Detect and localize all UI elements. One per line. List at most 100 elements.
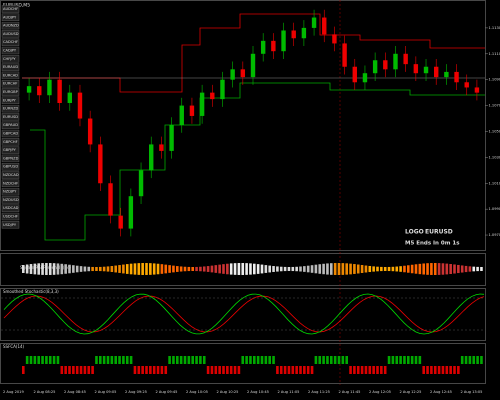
- symbol-button[interactable]: [1, 38, 20, 46]
- symbol-label[interactable]: CADCHF: [3, 40, 18, 44]
- symbol-label[interactable]: USDJPY: [3, 223, 17, 227]
- price-label: 1.1070: [489, 104, 500, 108]
- indicator-label: SSFCA(14): [3, 344, 25, 349]
- symbol-button[interactable]: [1, 71, 20, 80]
- symbol-button[interactable]: [1, 212, 20, 221]
- rsi-bar: [287, 266, 291, 272]
- ssfca-bar: [306, 366, 310, 374]
- symbol-button[interactable]: [1, 171, 20, 179]
- ssfca-bar: [152, 366, 156, 374]
- symbol-label[interactable]: AUDCHF: [3, 7, 18, 11]
- rsi-bar: [72, 265, 75, 273]
- symbol-button[interactable]: [1, 79, 20, 88]
- rsi-bar: [368, 265, 372, 273]
- symbol-button[interactable]: [1, 196, 20, 204]
- symbol-label[interactable]: EURNZD: [3, 107, 19, 111]
- symbol-button[interactable]: [1, 121, 20, 129]
- symbol-button[interactable]: [1, 96, 20, 105]
- candle-body: [291, 30, 296, 39]
- symbol-label[interactable]: EURCAD: [3, 73, 18, 77]
- symbol-button[interactable]: [1, 88, 20, 96]
- symbol-button[interactable]: [1, 13, 20, 22]
- symbol-label[interactable]: EURGBP: [3, 90, 19, 94]
- symbol-button[interactable]: [1, 187, 20, 196]
- rsi-bar: [156, 263, 160, 275]
- rsi-bar: [25, 264, 29, 274]
- symbol-label[interactable]: NZDUSD: [3, 198, 19, 202]
- symbol-label[interactable]: CHFJPY: [3, 57, 16, 61]
- price-label: 1.1010: [489, 181, 500, 185]
- symbol-label[interactable]: EURCHF: [3, 82, 18, 86]
- rsi-bar: [95, 266, 98, 272]
- ssfca-bar: [237, 366, 241, 374]
- ssfca-bar: [295, 366, 298, 374]
- symbol-label[interactable]: NZDJPY: [3, 190, 17, 194]
- symbol-button[interactable]: [1, 63, 20, 71]
- ssfca-bar: [75, 366, 79, 374]
- candle-body: [149, 144, 154, 171]
- symbol-label[interactable]: EURJPY: [3, 98, 17, 102]
- rsi-bar: [199, 266, 202, 272]
- time-label: 2 Aug 10:45: [247, 390, 269, 394]
- rsi-bar: [52, 263, 56, 275]
- symbol-label[interactable]: CADJPY: [3, 49, 17, 53]
- rsi-bar: [445, 263, 449, 275]
- symbol-label[interactable]: AUDJPY: [3, 15, 17, 19]
- symbol-button[interactable]: [1, 113, 20, 121]
- ssfca-bar: [141, 366, 144, 374]
- rsi-bar: [191, 266, 194, 271]
- candle-body: [413, 64, 419, 74]
- symbol-button[interactable]: [1, 154, 20, 163]
- candle-body: [281, 30, 286, 52]
- symbol-button[interactable]: [1, 146, 20, 154]
- candle-body: [87, 118, 93, 145]
- symbol-button[interactable]: [1, 5, 20, 13]
- symbol-button[interactable]: [1, 204, 20, 212]
- symbol-label[interactable]: EURAUD: [3, 65, 18, 69]
- symbol-label[interactable]: GBPCAD: [3, 132, 18, 136]
- ssfca-bar: [476, 356, 479, 364]
- ssfca-bar: [472, 356, 476, 364]
- price-label: 1.1130: [489, 26, 500, 30]
- ssfca-bar: [149, 366, 152, 374]
- symbol-label[interactable]: EURUSD: [3, 115, 18, 119]
- symbol-label[interactable]: AUDUSD: [3, 32, 19, 36]
- ssfca-bar: [60, 366, 64, 374]
- symbol-label[interactable]: GBPCHF: [3, 140, 18, 144]
- symbol-label[interactable]: GBPUSD: [3, 165, 18, 169]
- symbol-button[interactable]: [1, 104, 20, 113]
- ssfca-bar: [387, 356, 391, 364]
- symbol-button[interactable]: [1, 30, 20, 38]
- symbol-label[interactable]: GBPJPY: [3, 148, 17, 152]
- symbol-button[interactable]: [1, 55, 20, 63]
- symbol-button[interactable]: [1, 129, 20, 138]
- indicator-label: Smoothed Stochastic(8,3,3): [3, 289, 59, 294]
- symbol-button[interactable]: [1, 162, 20, 171]
- ssfca-bar: [41, 356, 44, 364]
- ssfca-bar: [422, 366, 425, 374]
- symbol-label[interactable]: NZDCHF: [3, 181, 18, 185]
- price-label: 1.1050: [489, 129, 500, 133]
- time-label: 2 Aug 10:25: [217, 390, 239, 394]
- symbol-button[interactable]: [1, 21, 20, 30]
- symbol-label[interactable]: USDCHF: [3, 215, 18, 219]
- symbol-label[interactable]: AUDNZD: [3, 24, 19, 28]
- ssfca-bar: [345, 356, 348, 364]
- symbol-button[interactable]: [1, 179, 20, 188]
- time-label: 2 Aug 09:05: [95, 390, 117, 394]
- ssfca-bar: [87, 366, 91, 374]
- ssfca-bar: [102, 356, 106, 364]
- ssfca-bar: [25, 356, 29, 364]
- symbol-button[interactable]: [1, 221, 20, 229]
- symbol-label[interactable]: USDCAD: [3, 206, 19, 210]
- symbol-button[interactable]: [1, 138, 20, 146]
- symbol-label[interactable]: NZDCAD: [3, 173, 19, 177]
- symbol-label[interactable]: GBPAUD: [3, 123, 18, 127]
- candle-body: [199, 92, 205, 116]
- rsi-bar: [349, 263, 352, 275]
- rsi-bar: [176, 266, 179, 272]
- symbol-label[interactable]: GBPNZD: [3, 156, 19, 160]
- symbol-button[interactable]: [1, 46, 20, 55]
- rsi-bar: [380, 266, 383, 272]
